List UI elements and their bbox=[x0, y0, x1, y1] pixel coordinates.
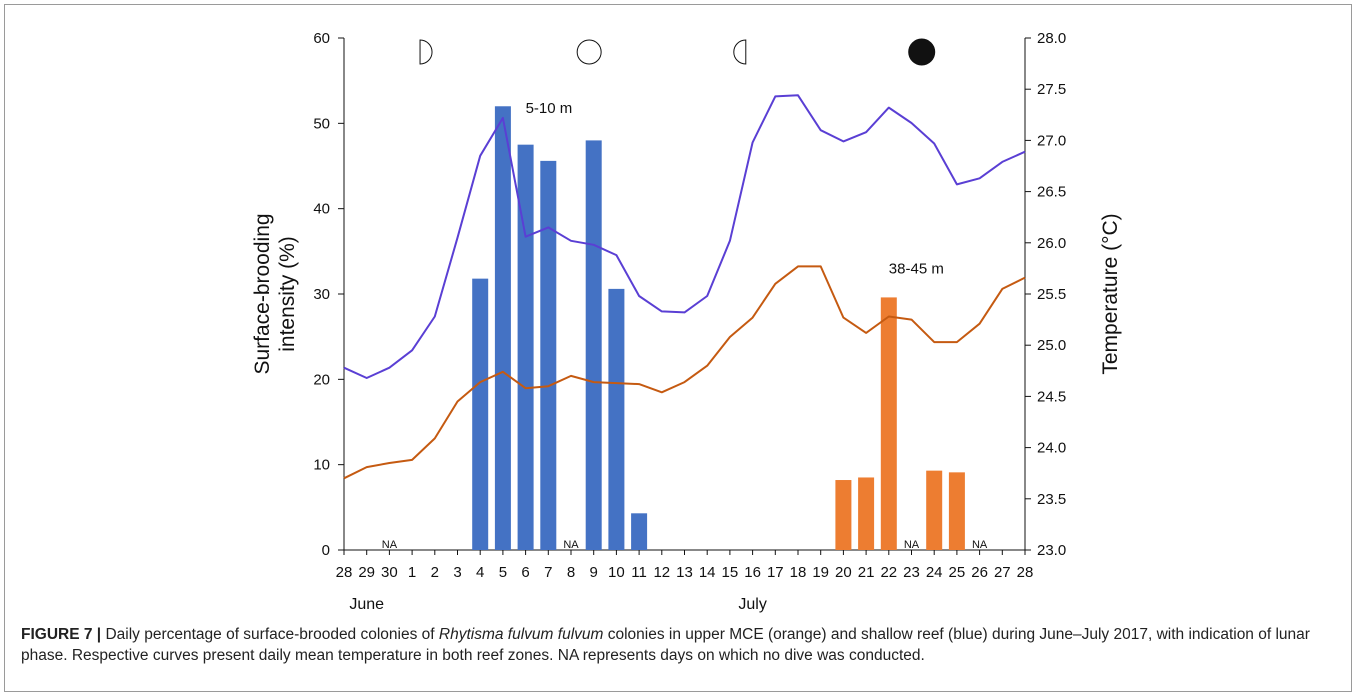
x-tick-label: 5 bbox=[499, 564, 507, 581]
x-tick-label: 20 bbox=[835, 564, 852, 581]
y-right-tick-label: 27.5 bbox=[1037, 81, 1066, 98]
x-tick-label: 10 bbox=[608, 564, 625, 581]
month-label: July bbox=[738, 596, 766, 613]
x-tick-label: 24 bbox=[926, 564, 943, 581]
bar bbox=[517, 144, 534, 550]
x-tick-label: 25 bbox=[949, 564, 966, 581]
bar bbox=[472, 278, 489, 550]
x-tick-label: 13 bbox=[676, 564, 693, 581]
y-axis-left-title-line: Surface-brooding bbox=[251, 213, 274, 374]
y-left-tick-label: 60 bbox=[313, 30, 330, 47]
y-right-tick-label: 24.5 bbox=[1037, 388, 1066, 405]
y-right-tick-label: 25.0 bbox=[1037, 337, 1066, 354]
bar bbox=[858, 477, 875, 550]
y-left-tick-label: 0 bbox=[322, 542, 330, 559]
x-tick-label: 26 bbox=[971, 564, 988, 581]
caption-text-2: colonies in upper MCE (orange) and shall… bbox=[21, 626, 1310, 664]
y-left-tick-label: 40 bbox=[313, 201, 330, 218]
last-quarter-moon-icon bbox=[733, 39, 747, 65]
depth-label: 38-45 m bbox=[889, 261, 944, 278]
x-tick-label: 15 bbox=[722, 564, 739, 581]
first-quarter-moon-icon bbox=[419, 39, 433, 65]
x-tick-label: 28 bbox=[336, 564, 353, 581]
x-tick-label: 6 bbox=[521, 564, 529, 581]
x-tick-label: 14 bbox=[699, 564, 716, 581]
y-right-tick-label: 23.5 bbox=[1037, 491, 1066, 508]
x-tick-label: 23 bbox=[903, 564, 920, 581]
depth-label: 5-10 m bbox=[526, 100, 573, 117]
x-tick-label: 2 bbox=[431, 564, 439, 581]
figure-caption: FIGURE 7 | Daily percentage of surface-b… bbox=[21, 624, 1341, 666]
na-label: NA bbox=[972, 539, 988, 551]
y-left-tick-label: 20 bbox=[313, 371, 330, 388]
y-right-tick-label: 26.5 bbox=[1037, 184, 1066, 201]
x-tick-label: 18 bbox=[790, 564, 807, 581]
bar bbox=[540, 160, 557, 550]
na-label: NA bbox=[382, 539, 398, 551]
y-right-tick-label: 25.5 bbox=[1037, 286, 1066, 303]
caption-species: Rhytisma fulvum fulvum bbox=[438, 626, 604, 643]
temperature-line bbox=[343, 265, 1026, 480]
bar bbox=[948, 472, 965, 550]
x-tick-label: 3 bbox=[453, 564, 461, 581]
y-axis-left-title: Surface-broodingintensity (%) bbox=[251, 213, 299, 374]
bar bbox=[608, 288, 625, 550]
temperature-line bbox=[343, 94, 1026, 379]
bar bbox=[494, 106, 511, 551]
x-tick-label: 8 bbox=[567, 564, 575, 581]
x-tick-label: 9 bbox=[590, 564, 598, 581]
y-axis-right-title: Temperature (°C) bbox=[1099, 213, 1122, 374]
x-tick-label: 7 bbox=[544, 564, 552, 581]
full-moon-icon bbox=[576, 39, 602, 65]
bar bbox=[835, 480, 852, 550]
bar bbox=[880, 297, 897, 550]
na-label: NA bbox=[904, 539, 920, 551]
y-right-tick-label: 24.0 bbox=[1037, 440, 1066, 457]
chart: 0 10 20 30 40 50 60 23.0 23.5 24.0 24.5 25.0 25.5 26.… bbox=[251, 30, 1122, 613]
y-left-tick-label: 30 bbox=[313, 286, 330, 303]
month-label: June bbox=[349, 596, 384, 613]
x-tick-label: 1 bbox=[408, 564, 416, 581]
y-left-tick-label: 50 bbox=[313, 115, 330, 132]
x-tick-label: 11 bbox=[631, 564, 647, 581]
x-tick-label: 27 bbox=[994, 564, 1011, 581]
caption-text-1: Daily percentage of surface-brooded colo… bbox=[101, 626, 439, 643]
y-left-tick-label: 10 bbox=[313, 457, 330, 474]
y-right-tick-label: 28.0 bbox=[1037, 30, 1066, 47]
figure-frame: 0 10 20 30 40 50 60 23.0 23.5 24.0 24.5 25.0 25.5 26.… bbox=[4, 4, 1352, 692]
x-tick-label: 28 bbox=[1017, 564, 1034, 581]
x-tick-label: 30 bbox=[381, 564, 398, 581]
x-tick-label: 16 bbox=[744, 564, 761, 581]
x-tick-label: 17 bbox=[767, 564, 784, 581]
bar bbox=[631, 513, 648, 550]
x-tick-label: 21 bbox=[858, 564, 875, 581]
new-moon-icon bbox=[908, 38, 936, 66]
x-tick-label: 19 bbox=[812, 564, 829, 581]
y-axis-left-title-line: intensity (%) bbox=[276, 236, 299, 352]
na-label: NA bbox=[563, 539, 579, 551]
y-right-tick-label: 26.0 bbox=[1037, 235, 1066, 252]
y-right-tick-label: 23.0 bbox=[1037, 542, 1066, 559]
bar bbox=[585, 140, 602, 550]
x-tick-label: 4 bbox=[476, 564, 484, 581]
bar bbox=[926, 470, 943, 550]
y-right-tick-label: 27.0 bbox=[1037, 132, 1066, 149]
x-tick-label: 12 bbox=[653, 564, 670, 581]
x-tick-label: 22 bbox=[880, 564, 897, 581]
caption-label: FIGURE 7 | bbox=[21, 626, 102, 643]
x-tick-label: 29 bbox=[358, 564, 375, 581]
